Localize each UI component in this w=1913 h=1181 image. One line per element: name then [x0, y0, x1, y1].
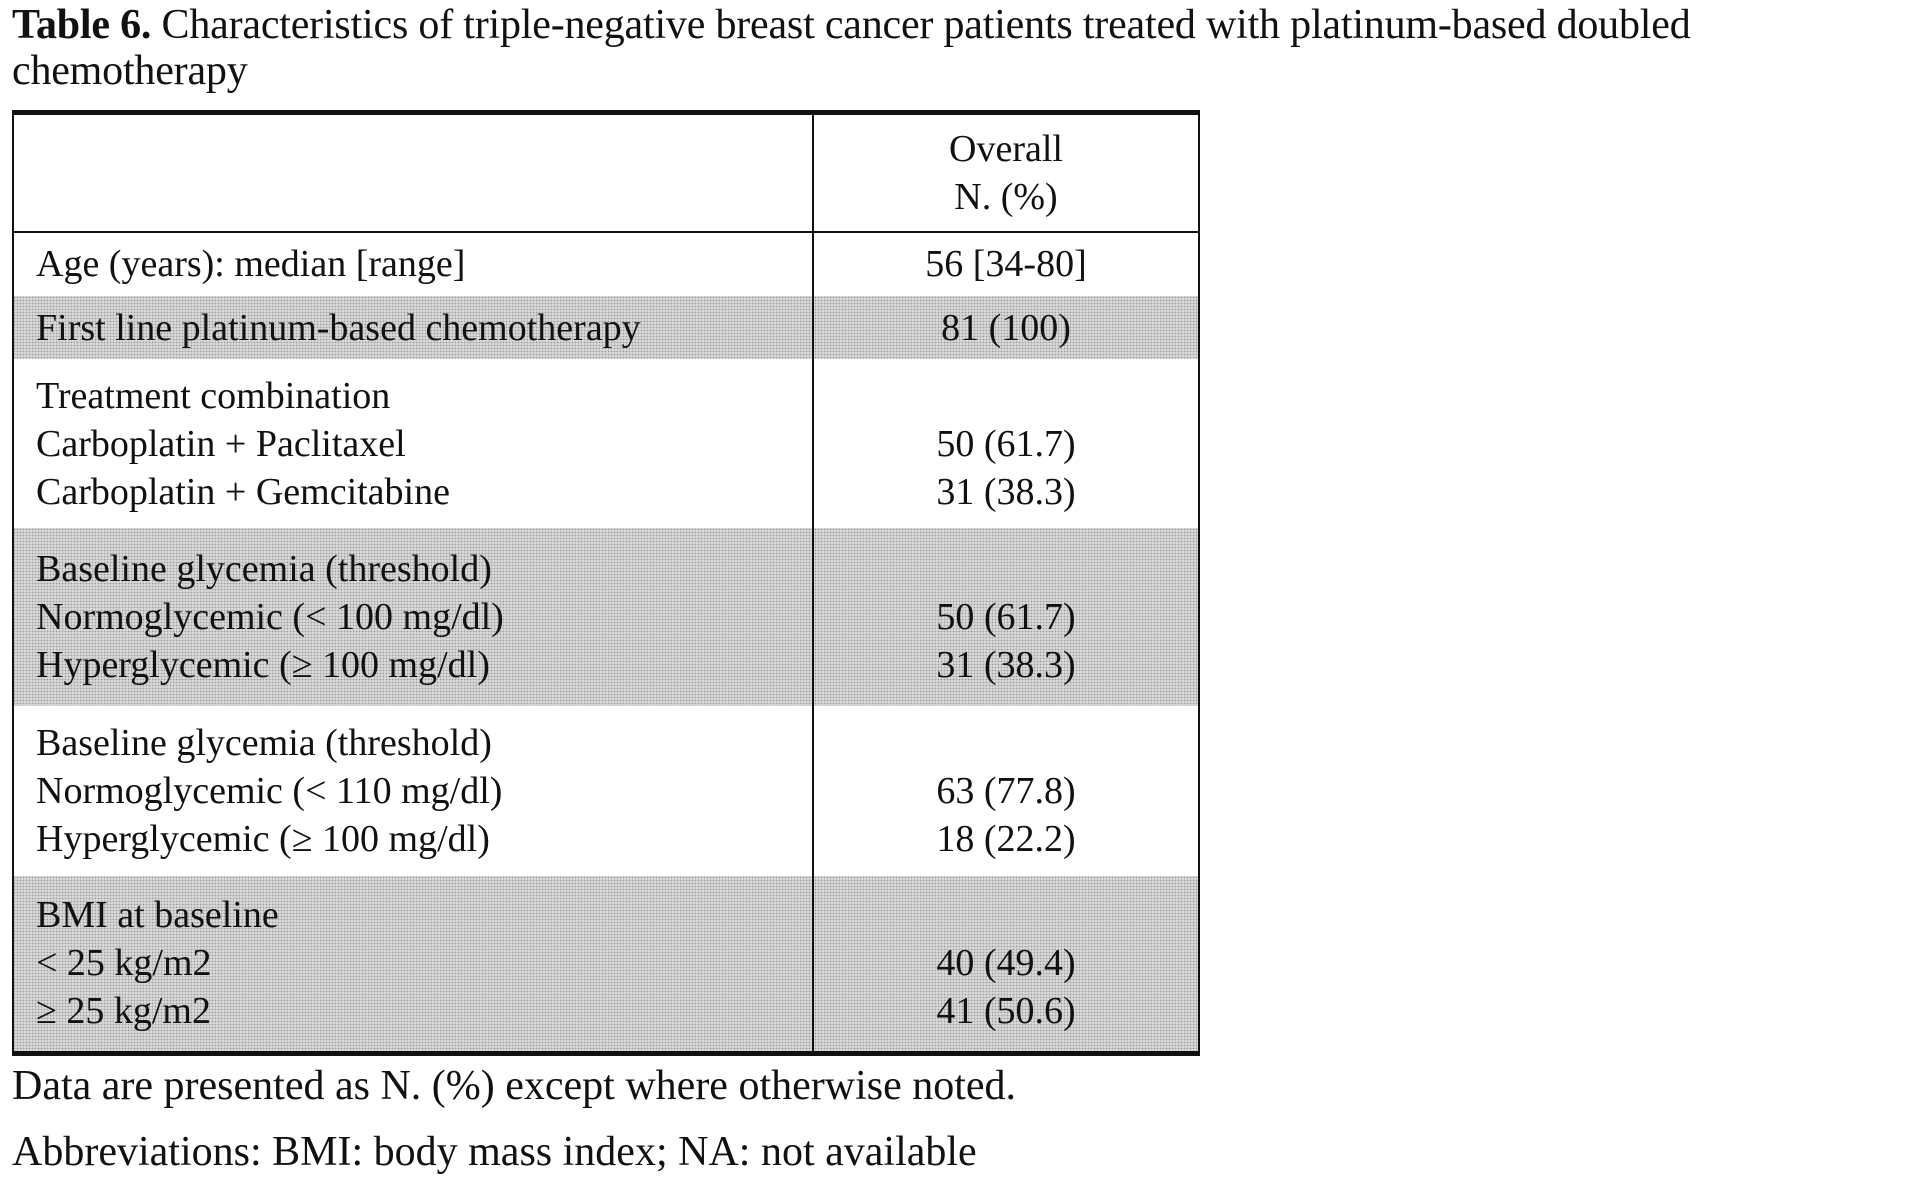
row-label: Age (years): median [range]	[13, 232, 813, 297]
row-item-value: 31 (38.3)	[814, 641, 1198, 689]
header-overall-label: Overall	[814, 125, 1198, 173]
table-row-first-line: First line platinum-based chemotherapy 8…	[13, 296, 1199, 359]
row-label: Baseline glycemia (threshold) Normoglyce…	[13, 706, 813, 876]
header-cell-overall: Overall N. (%)	[813, 113, 1199, 232]
row-item-label: ≥ 25 kg/m2	[36, 987, 812, 1035]
row-item-value: 31 (38.3)	[814, 468, 1198, 516]
table-caption-text: Characteristics of triple-negative breas…	[12, 2, 1691, 94]
characteristics-table: Overall N. (%) Age (years): median [rang…	[12, 110, 1200, 1056]
row-value-spacer	[814, 545, 1198, 593]
row-value-text: 56 [34-80]	[814, 240, 1198, 288]
row-item-label: < 25 kg/m2	[36, 939, 812, 987]
table-caption-label: Table 6.	[12, 2, 151, 48]
row-value-spacer	[814, 719, 1198, 767]
row-item-value: 41 (50.6)	[814, 987, 1198, 1035]
table-row-age: Age (years): median [range] 56 [34-80]	[13, 232, 1199, 297]
row-group-heading: Baseline glycemia (threshold)	[36, 719, 812, 767]
row-item-label: Carboplatin + Gemcitabine	[36, 468, 812, 516]
row-item-label: Hyperglycemic (≥ 100 mg/dl)	[36, 641, 812, 689]
row-value-spacer	[814, 891, 1198, 939]
row-value: 63 (77.8) 18 (22.2)	[813, 706, 1199, 876]
table-row-glycemia-110: Baseline glycemia (threshold) Normoglyce…	[13, 706, 1199, 876]
row-label-text: Age (years): median [range]	[36, 240, 812, 288]
row-label: First line platinum-based chemotherapy	[13, 296, 813, 359]
header-overall-unit: N. (%)	[814, 173, 1198, 221]
row-value-text: 81 (100)	[814, 304, 1198, 352]
row-item-value: 50 (61.7)	[814, 593, 1198, 641]
row-item-value: 40 (49.4)	[814, 939, 1198, 987]
table-row-glycemia-100: Baseline glycemia (threshold) Normoglyce…	[13, 528, 1199, 706]
table-caption: Table 6. Characteristics of triple-negat…	[12, 2, 1902, 94]
characteristics-table-wrap: Overall N. (%) Age (years): median [rang…	[12, 110, 1198, 1056]
row-item-label: Carboplatin + Paclitaxel	[36, 420, 812, 468]
row-item-label: Normoglycemic (< 100 mg/dl)	[36, 593, 812, 641]
row-value: 50 (61.7) 31 (38.3)	[813, 359, 1199, 529]
row-value: 40 (49.4) 41 (50.6)	[813, 876, 1199, 1054]
row-label: BMI at baseline < 25 kg/m2 ≥ 25 kg/m2	[13, 876, 813, 1054]
row-label: Baseline glycemia (threshold) Normoglyce…	[13, 528, 813, 706]
table-footnote-abbreviations: Abbreviations: BMI: body mass index; NA:…	[12, 1128, 1512, 1176]
row-value: 81 (100)	[813, 296, 1199, 359]
row-label-text: First line platinum-based chemotherapy	[36, 304, 812, 352]
row-group-heading: Treatment combination	[36, 372, 812, 420]
row-value-spacer	[814, 372, 1198, 420]
row-label: Treatment combination Carboplatin + Pacl…	[13, 359, 813, 529]
header-cell-characteristic	[13, 113, 813, 232]
table-footnote-data-format: Data are presented as N. (%) except wher…	[12, 1062, 1512, 1110]
row-item-value: 18 (22.2)	[814, 815, 1198, 863]
table-row-treatment-combination: Treatment combination Carboplatin + Pacl…	[13, 359, 1199, 529]
table-row-bmi: BMI at baseline < 25 kg/m2 ≥ 25 kg/m2 40…	[13, 876, 1199, 1054]
row-group-heading: BMI at baseline	[36, 891, 812, 939]
row-item-label: Hyperglycemic (≥ 100 mg/dl)	[36, 815, 812, 863]
row-group-heading: Baseline glycemia (threshold)	[36, 545, 812, 593]
table-header-row: Overall N. (%)	[13, 113, 1199, 232]
row-item-value: 50 (61.7)	[814, 420, 1198, 468]
row-item-value: 63 (77.8)	[814, 767, 1198, 815]
row-value: 56 [34-80]	[813, 232, 1199, 297]
row-value: 50 (61.7) 31 (38.3)	[813, 528, 1199, 706]
row-item-label: Normoglycemic (< 110 mg/dl)	[36, 767, 812, 815]
